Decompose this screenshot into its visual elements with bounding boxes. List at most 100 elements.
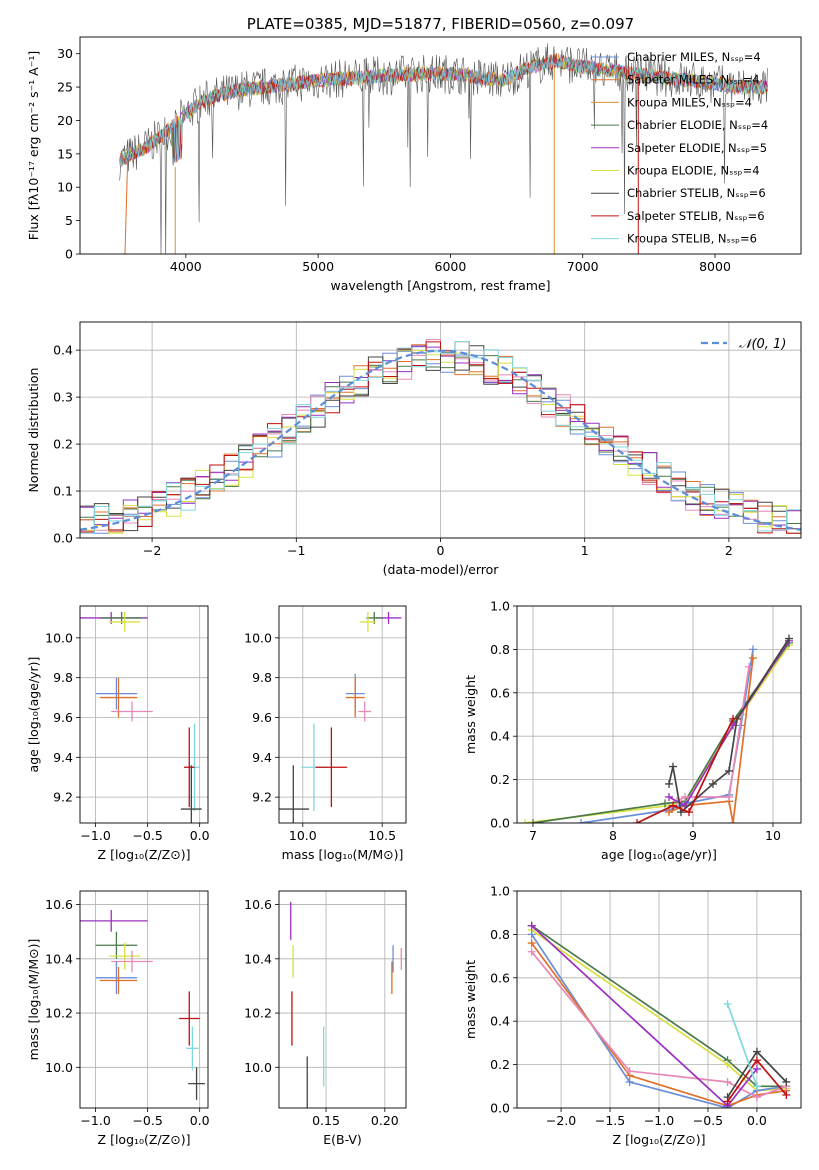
x-tick-label: −0.5 (132, 1113, 162, 1128)
legend-label: Salpeter STELIB, Nₛₛₚ=6 (627, 209, 765, 223)
series-marker (723, 1060, 732, 1069)
x-tick-label: 9 (689, 828, 697, 843)
x-axis-label: Z [log₁₀(Z/Z⊙)] (98, 847, 191, 862)
errorbar-point (80, 909, 148, 932)
legend-label: 𝒩(0, 1) (739, 337, 786, 352)
series-marker (723, 1097, 732, 1106)
errorbar-point (188, 1067, 205, 1100)
y-tick-label: 9.8 (53, 670, 73, 685)
y-tick-label: 10.4 (45, 951, 73, 966)
x-tick-label: 4000 (170, 259, 202, 274)
errorbar-point (315, 727, 348, 808)
chart-title: PLATE=0385, MJD=51877, FIBERID=0560, z=0… (247, 15, 634, 33)
series-marker (669, 762, 677, 771)
y-tick-label: 10.2 (45, 1006, 73, 1021)
x-tick-label: 10.5 (368, 828, 396, 843)
y-tick-label: 0.6 (490, 685, 510, 700)
y-tick-label: 0.2 (490, 772, 510, 787)
y-tick-label: 9.6 (53, 710, 73, 725)
points (80, 909, 205, 1100)
series-marker (745, 662, 753, 671)
legend-label: Chabrier STELIB, Nₛₛₚ=6 (627, 186, 766, 200)
x-tick-label: 10.0 (289, 828, 317, 843)
x-tick-label: 8 (609, 828, 617, 843)
y-tick-label: 0.4 (490, 1014, 510, 1029)
x-tick-label: 7 (529, 828, 537, 843)
y-tick-label: 1.0 (490, 599, 510, 614)
y-tick-label: 20 (57, 113, 73, 128)
errorbar-point (279, 765, 310, 823)
series-marker (752, 1047, 761, 1056)
y-axis-label: Normed distribution (26, 368, 41, 493)
spectrum-series-kroupa_stelib (119, 56, 768, 166)
panel-mass-vs-ebv: 0.15 0.20 10.0 10.2 10.4 10.6 E(B-V) (244, 890, 407, 1147)
axes-frame (516, 890, 802, 1109)
y-axis-label: Flux [fλ10⁻¹⁷ erg cm⁻² s⁻¹ A⁻¹] (26, 51, 41, 240)
y-tick-label: 0.1 (53, 484, 73, 499)
x-tick-label: 0 (437, 543, 445, 558)
series-marker (633, 819, 641, 823)
series-marker (723, 1077, 732, 1086)
axes-frame (278, 605, 407, 824)
y-tick-label: 9.2 (252, 790, 272, 805)
histogram-lines (80, 339, 801, 534)
y-axis-label: mass weight (463, 960, 478, 1039)
series-marker (665, 808, 673, 817)
x-tick-label: 5000 (302, 259, 334, 274)
series-marker (665, 779, 673, 788)
series-marker (725, 766, 733, 775)
series-marker (723, 999, 732, 1008)
series-line-pink (676, 666, 750, 803)
y-tick-label: 5 (65, 213, 73, 228)
legend-label: Chabrier ELODIE, Nₛₛₚ=4 (627, 118, 768, 132)
x-tick-label: 0.15 (312, 1113, 340, 1128)
y-tick-label: 30 (57, 46, 73, 61)
series-marker (752, 1056, 761, 1065)
spectrum-series-chabrier_miles (119, 54, 768, 167)
errorbar-point (358, 701, 372, 722)
series-marker (577, 819, 585, 823)
x-axis-label: wavelength [Angstrom, rest frame] (330, 278, 550, 293)
x-axis-label: Z [log₁₀(Z/Z⊙)] (98, 1132, 191, 1147)
errorbar-point (95, 961, 138, 995)
x-tick-label: 7000 (567, 259, 599, 274)
y-tick-label: 0.0 (53, 531, 73, 546)
legend-label: Salpeter MILES, Nₛₛₚ=4 (627, 73, 760, 87)
x-tick-label: −0.5 (132, 828, 162, 843)
x-tick-label: −2 (143, 543, 161, 558)
x-axis-label: Z [log₁₀(Z/Z⊙)] (613, 1132, 706, 1147)
y-tick-label: 0.2 (490, 1057, 510, 1072)
errorbar-point (109, 942, 141, 970)
series-line-salpeter_stelib (636, 718, 734, 823)
panel-weight-vs-Z: −2.0 −1.5 −1.0 −0.5 0.0 0.0 0.2 0.4 0.6 0.8 1.0 Z [… (463, 884, 802, 1147)
series-marker (725, 792, 733, 801)
y-tick-label: 10.0 (45, 630, 73, 645)
y-axis-label: mass [log₁₀(M/M⊙)] (26, 939, 41, 1061)
series-marker (681, 792, 689, 801)
spectrum-lines (119, 43, 768, 254)
y-tick-label: 10.6 (244, 897, 272, 912)
axes-frame (79, 605, 209, 824)
x-tick-label: 6000 (435, 259, 467, 274)
errorbar-point (109, 611, 141, 632)
x-tick-label: −0.5 (693, 1113, 723, 1128)
y-tick-label: 10.2 (244, 1006, 272, 1021)
series-marker (685, 808, 693, 817)
series-marker (527, 930, 536, 939)
points (279, 611, 402, 823)
x-tick-label: 2 (725, 543, 733, 558)
series-marker (527, 947, 536, 956)
series-line-kroupa_stelib (726, 1003, 758, 1087)
x-axis-label: (data-model)/error (383, 562, 500, 577)
axes-frame (79, 36, 802, 255)
points (290, 901, 402, 1108)
series-marker (752, 1064, 761, 1073)
y-tick-label: 10.6 (45, 897, 73, 912)
series-marker (665, 792, 673, 801)
series-marker (752, 1082, 761, 1091)
y-tick-label: 0.8 (490, 927, 510, 942)
y-tick-label: 15 (57, 146, 73, 161)
y-tick-label: 10 (57, 180, 73, 195)
legend-label: Kroupa ELODIE, Nₛₛₚ=4 (627, 164, 760, 178)
legend-label: Kroupa MILES, Nₛₛₚ=4 (627, 95, 752, 109)
